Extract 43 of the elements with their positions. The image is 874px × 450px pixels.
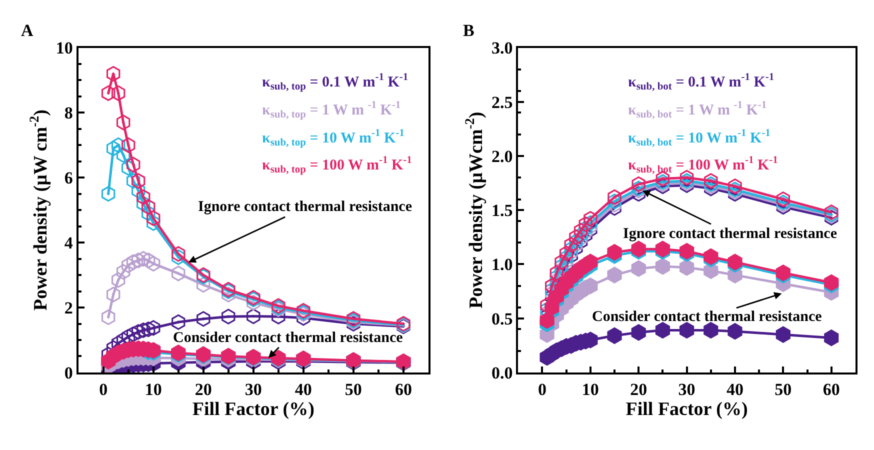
y-tick-label: 2 — [64, 298, 73, 318]
x-tick-label: 0 — [99, 380, 108, 399]
x-tick-label: 20 — [630, 380, 648, 399]
x-tick-label: 60 — [822, 380, 840, 399]
y-tick-label: 6 — [64, 168, 73, 188]
y-tick-label: 0.5 — [491, 309, 513, 328]
x-tick-label: 10 — [144, 380, 162, 399]
series-label: κ$_{sub, bot}$ = 100 W m$^{-1}$ K$^{-1}$ — [628, 155, 778, 176]
y-tick-label: 3.0 — [491, 38, 513, 58]
annotation: Ignore contact thermal resistance — [198, 199, 412, 215]
annotation: Ignore contact thermal resistance — [623, 226, 838, 242]
x-axis-title: Fill Factor (%) — [626, 398, 748, 420]
annotation: Consider contact thermal resistance — [173, 330, 404, 346]
text: κ$_{sub, top}$ = 100 W m$^{-1}$ K$^{-1}$ — [262, 155, 412, 176]
x-tick-label: 40 — [726, 380, 744, 399]
x-tick-label: 0 — [538, 380, 546, 399]
text: κ$_{sub, bot}$ = 1 W m $^{-1}$ K$^{-1}$ — [628, 100, 767, 120]
y-tick-label: 1.0 — [491, 255, 513, 274]
x-tick-label: 60 — [394, 380, 412, 399]
text: κ$_{sub, top}$ = 0.1 W m$^{-1}$ K$^{-1}$ — [262, 72, 408, 92]
y-tick-label: 10 — [56, 38, 73, 58]
text: κ$_{sub, bot}$ = 0.1 W m$^{-1}$ K$^{-1}$ — [628, 72, 774, 92]
y-tick-label: 8 — [64, 104, 73, 123]
y-tick-label: 0 — [64, 363, 73, 382]
chart-title: B — [463, 21, 474, 40]
chart-title: A — [21, 21, 34, 40]
text: κ$_{sub, top}$ = 1 W m $^{-1}$ K$^{-1}$ — [262, 100, 401, 120]
y-tick-label: 2.0 — [491, 146, 513, 166]
y-tick-label: 1.5 — [491, 201, 513, 220]
y-tick-label: 0.0 — [491, 363, 513, 382]
x-axis-title: Fill Factor (%) — [192, 398, 314, 420]
text: κ$_{sub, top}$ = 10 W m$^{-1}$ K$^{-1}$ — [262, 128, 404, 148]
text: κ$_{sub, bot}$ = 10 W m$^{-1}$ K$^{-1}$ — [628, 128, 770, 148]
x-tick-label: 20 — [194, 380, 212, 399]
x-tick-label: 50 — [774, 380, 792, 399]
x-tick-label: 30 — [678, 380, 696, 399]
annotation: Consider contact thermal resistance — [592, 309, 822, 325]
x-tick-label: 40 — [294, 380, 312, 399]
x-tick-label: 30 — [244, 380, 262, 399]
y-tick-label: 2.5 — [491, 92, 513, 112]
y-tick-label: 4 — [64, 234, 74, 253]
x-tick-label: 50 — [344, 380, 362, 399]
x-tick-label: 10 — [582, 380, 599, 399]
